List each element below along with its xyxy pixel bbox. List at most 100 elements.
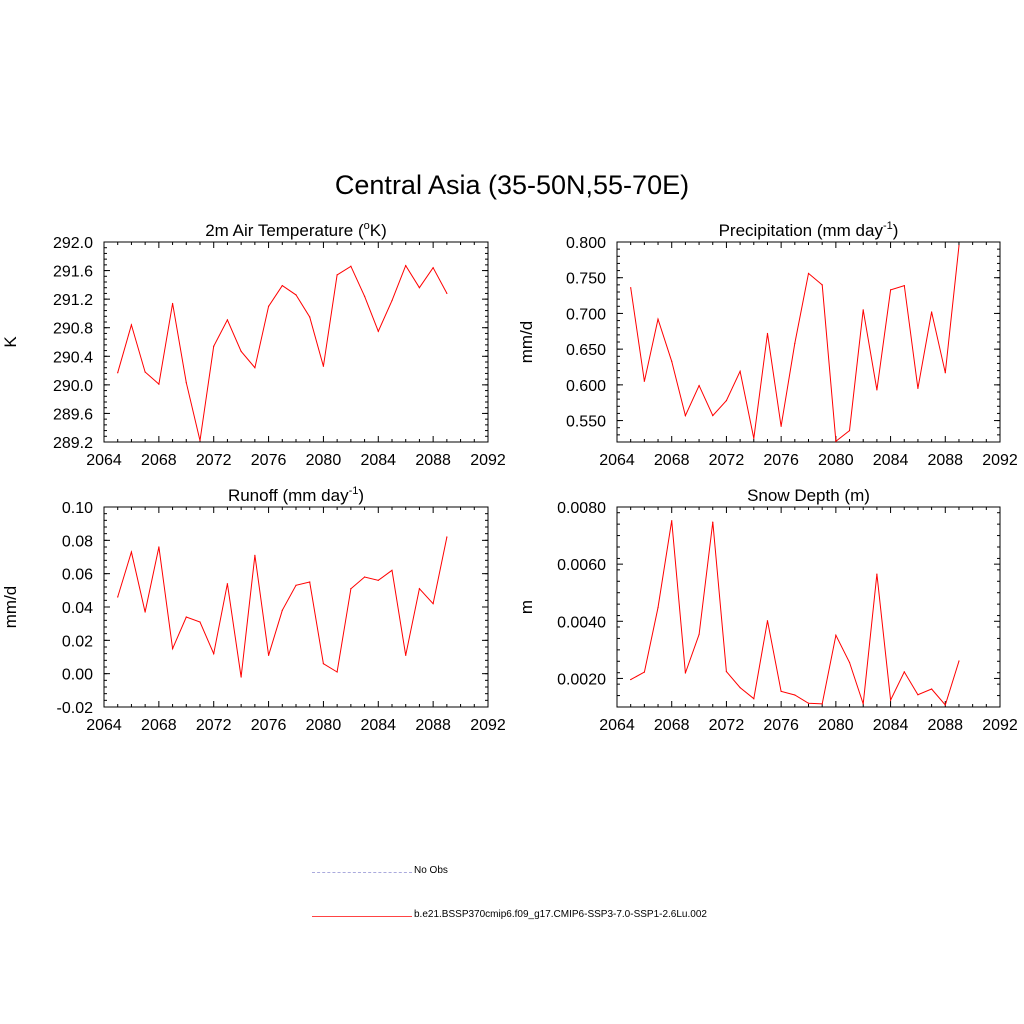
x-tick-label: 2072 [196, 717, 232, 734]
y-tick-label: 0.600 [566, 378, 606, 395]
data-point [876, 389, 878, 391]
data-point [281, 284, 283, 287]
x-tick-label: 2088 [415, 452, 451, 469]
data-point [657, 318, 659, 320]
data-point [418, 588, 421, 590]
data-point [281, 609, 283, 611]
data-point [889, 289, 892, 291]
data-point [336, 274, 338, 276]
x-tick-label: 2092 [470, 717, 506, 734]
data-point [446, 292, 448, 295]
data-point [739, 686, 741, 689]
x-tick-label: 2080 [306, 717, 342, 734]
y-tick-label: 0.700 [566, 306, 606, 323]
data-point [684, 414, 686, 417]
data-point [144, 371, 146, 373]
data-point [944, 372, 946, 374]
x-tick-label: 2092 [982, 717, 1018, 734]
chart-temperature: 2064 2068 2072 2076 2080 2084 2088 2092 289.2 289… [1, 220, 506, 469]
x-tick-label: 2088 [927, 452, 963, 469]
data-point [671, 520, 673, 522]
data-point [226, 319, 229, 321]
y-axis-label: mm/d [517, 321, 536, 364]
data-point [446, 536, 448, 538]
data-point [753, 437, 755, 440]
subplot-title: Precipitation (mm day-1) [719, 220, 899, 240]
series-line [117, 536, 448, 678]
y-tick-label: 0.650 [566, 342, 606, 359]
data-point [295, 294, 297, 296]
y-tick-label: 0.750 [566, 271, 606, 288]
x-tick-label: 2080 [306, 452, 342, 469]
x-tick-label: 2064 [599, 717, 635, 734]
data-point [226, 583, 229, 585]
data-point [240, 676, 242, 678]
data-point [144, 611, 146, 613]
y-tick-label: 289.2 [53, 435, 93, 452]
x-tick-label: 2092 [470, 452, 506, 469]
data-point [917, 694, 919, 696]
x-tick-label: 2092 [982, 452, 1018, 469]
data-point [391, 299, 393, 302]
y-tick-label: 0.08 [62, 533, 93, 550]
data-point [725, 399, 728, 402]
data-point [185, 616, 187, 618]
data-point [780, 690, 782, 692]
data-point [199, 621, 201, 623]
x-tick-label: 2084 [873, 717, 909, 734]
x-tick-label: 2080 [818, 452, 854, 469]
x-tick-label: 2080 [818, 717, 854, 734]
data-point [391, 569, 393, 571]
data-point [739, 370, 741, 372]
data-point [862, 703, 864, 705]
x-tick-label: 2076 [251, 452, 287, 469]
subplot-title: Runoff (mm day-1) [228, 485, 364, 505]
data-point [363, 576, 366, 578]
data-point [254, 367, 256, 369]
y-tick-label: 291.2 [53, 292, 93, 309]
plot-frame [616, 241, 1001, 443]
y-tick-label: 0.550 [566, 414, 606, 431]
chart-runoff: 2064 2068 2072 2076 2080 2084 2088 2092 -0.02 0.0… [1, 485, 506, 734]
data-point [309, 316, 311, 318]
data-point [185, 382, 187, 384]
x-tick-label: 2072 [709, 717, 745, 734]
data-point [377, 579, 379, 581]
data-point [158, 546, 160, 548]
x-tick-label: 2084 [360, 717, 396, 734]
data-point [725, 670, 728, 673]
x-tick-label: 2068 [141, 717, 177, 734]
subplot-title: Snow Depth (m) [747, 486, 870, 505]
y-axis-label: m [517, 600, 536, 614]
data-point [254, 554, 256, 556]
x-tick-label: 2084 [360, 452, 396, 469]
y-tick-label: 289.6 [53, 406, 93, 423]
legend-swatch-model [312, 916, 412, 917]
y-axis-label: mm/d [1, 586, 20, 629]
data-point [807, 272, 810, 275]
data-point [835, 440, 837, 442]
data-point [889, 699, 892, 701]
y-tick-label: -0.02 [57, 700, 94, 717]
series-line [117, 264, 448, 441]
x-tick-label: 2084 [873, 452, 909, 469]
y-tick-label: 0.800 [566, 235, 606, 252]
x-tick-label: 2088 [415, 717, 451, 734]
data-point [766, 620, 769, 622]
data-point [712, 521, 714, 523]
data-point [405, 264, 407, 267]
data-point [766, 332, 769, 335]
y-tick-label: 291.6 [53, 264, 93, 281]
data-point [821, 284, 823, 286]
data-point [753, 698, 755, 700]
data-point [117, 372, 119, 374]
data-point [780, 425, 782, 427]
data-point [643, 380, 645, 382]
data-point [350, 588, 352, 590]
data-point [848, 429, 851, 432]
data-point [171, 648, 174, 650]
y-axis-label: K [1, 336, 20, 348]
y-tick-label: 0.0020 [557, 671, 606, 688]
data-point [158, 383, 160, 385]
